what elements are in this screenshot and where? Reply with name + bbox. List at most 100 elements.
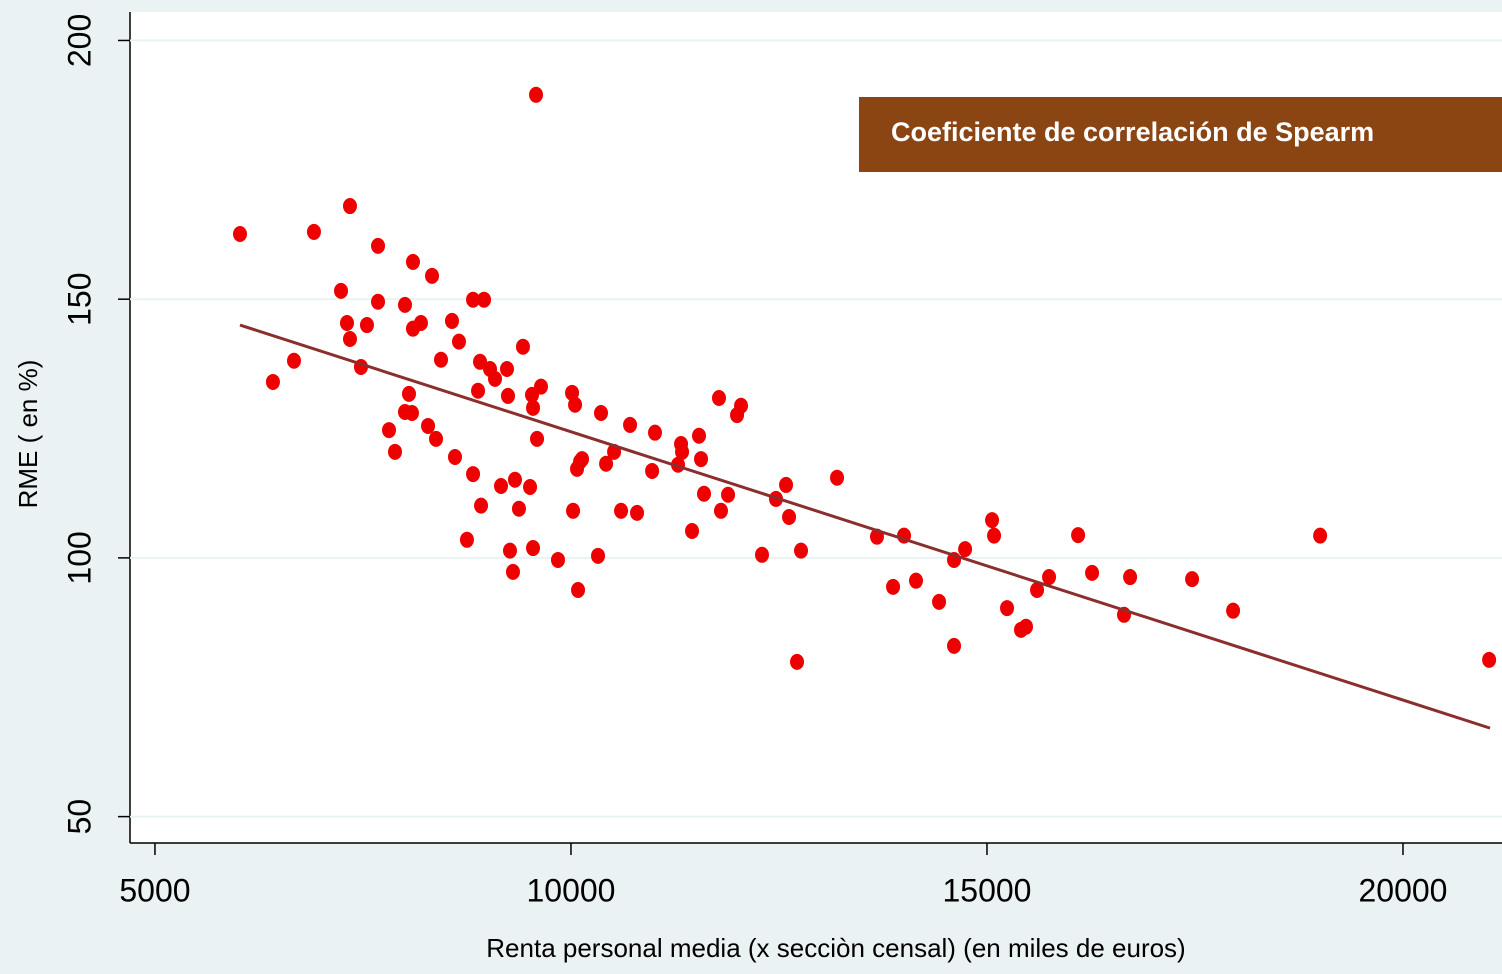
point [232,225,247,242]
point [466,291,481,308]
point [447,448,462,465]
x-axis-label: Renta personal media (x secciòn censal) … [486,933,1185,963]
point [711,390,726,407]
point [359,317,374,334]
y-tick-label: 200 [61,14,97,67]
point [1000,600,1015,617]
point [515,338,530,355]
point [1071,527,1086,544]
point [534,378,549,395]
point [734,397,749,414]
point [599,455,614,472]
point [413,314,428,331]
point [404,405,419,422]
point [571,581,586,598]
point [566,502,581,519]
point [474,497,489,514]
x-tick-label: 15000 [942,872,1031,908]
point [932,593,947,610]
point [502,542,517,559]
point [947,637,962,654]
point [721,486,736,503]
point [477,291,492,308]
point [782,509,797,526]
point [630,504,645,521]
point [1123,569,1138,586]
point [499,361,514,378]
point [507,471,522,488]
point [466,466,481,483]
point [568,396,583,413]
point [645,462,660,479]
point [473,353,488,370]
x-tick-label: 10000 [526,872,615,908]
point [387,443,402,460]
point [1085,564,1100,581]
point [459,531,474,548]
point [1185,571,1200,588]
point [713,502,728,519]
point [526,399,541,416]
point [685,522,700,539]
point [511,500,526,517]
point [694,451,709,468]
point [371,237,386,254]
y-tick-label: 50 [61,799,97,835]
point [1030,581,1045,598]
point [623,416,638,433]
point [794,542,809,559]
point [779,476,794,493]
point [1482,651,1497,668]
y-tick-label: 100 [61,531,97,584]
point [523,479,538,496]
point [397,296,412,313]
point [909,572,924,589]
point [505,563,520,580]
annotation: Coeficiente de correlación de Spearm [891,117,1374,147]
point [401,385,416,402]
point [371,293,386,310]
point [648,424,663,441]
point [1226,602,1241,619]
point [339,314,354,331]
point [425,267,440,284]
point [451,333,466,350]
point [421,417,436,434]
point [594,405,609,422]
point [1313,527,1328,544]
point [444,312,459,329]
point [529,86,544,103]
point [286,352,301,369]
point [334,282,349,299]
point [675,443,690,460]
point [697,485,712,502]
point [1019,618,1034,635]
x-tick-label: 20000 [1358,872,1447,908]
point [434,351,449,368]
point [500,387,515,404]
y-tick-label: 150 [61,272,97,325]
point [526,540,541,557]
point [790,653,805,670]
point [382,422,397,439]
point [575,451,590,468]
point [591,547,606,564]
point [985,512,1000,529]
point [405,253,420,270]
point [614,502,629,519]
point [1042,569,1057,586]
point [530,430,545,447]
point [755,546,770,563]
point [958,541,973,558]
y-axis-label: RME ( en %) [13,360,43,509]
point [886,578,901,595]
fit-line [239,323,1491,730]
point [830,469,845,486]
annotation-box [859,97,1502,172]
point [342,198,357,215]
point [429,430,444,447]
point [265,373,280,390]
point [692,427,707,444]
